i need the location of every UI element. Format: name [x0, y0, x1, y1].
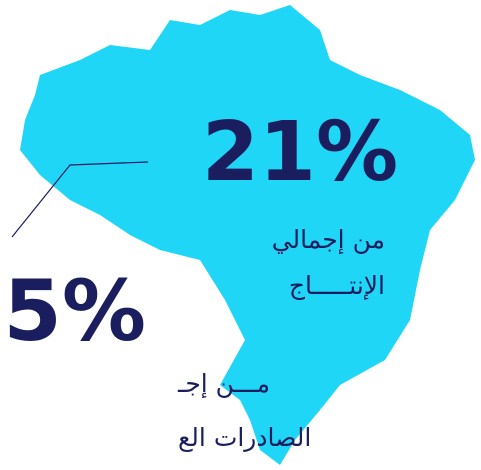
stat-description: الإنتـــــاج	[289, 271, 385, 301]
stat-description: الصادرات الع	[178, 423, 311, 453]
stat-figure: 21%	[202, 105, 398, 200]
brazil-map	[20, 5, 475, 465]
stat-description: من إجمالي	[272, 225, 385, 255]
stat-figure: 45%	[0, 262, 146, 360]
connector-line	[11, 161, 149, 238]
stat-description: مـــن إجـ	[177, 369, 270, 399]
